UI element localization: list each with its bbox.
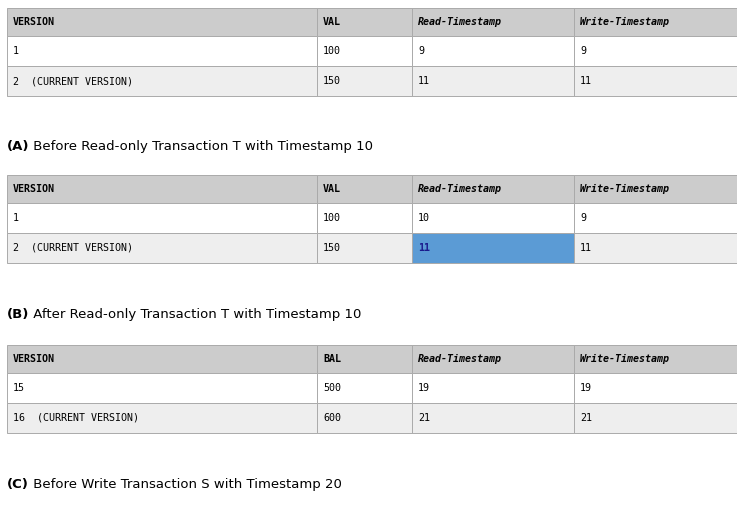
Text: 11: 11	[580, 243, 592, 253]
Bar	[317, 403, 412, 433]
Bar	[574, 36, 737, 66]
Text: 9: 9	[580, 46, 586, 56]
Bar	[317, 36, 412, 66]
Bar	[7, 8, 317, 36]
Bar	[7, 66, 317, 96]
Bar	[574, 233, 737, 263]
Text: Read-Timestamp: Read-Timestamp	[418, 17, 502, 27]
Text: 1: 1	[13, 46, 19, 56]
Text: 100: 100	[323, 213, 341, 223]
Text: (B): (B)	[7, 308, 29, 321]
Bar	[412, 203, 574, 233]
Text: 15: 15	[13, 383, 25, 393]
Bar	[574, 403, 737, 433]
Text: 150: 150	[323, 243, 341, 253]
Bar	[7, 203, 317, 233]
Text: (A): (A)	[7, 140, 29, 153]
Text: 100: 100	[323, 46, 341, 56]
Text: VERSION: VERSION	[13, 17, 55, 27]
Bar	[7, 403, 317, 433]
Text: 1: 1	[13, 213, 19, 223]
Text: VERSION: VERSION	[13, 184, 55, 194]
Text: Read-Timestamp: Read-Timestamp	[418, 354, 502, 364]
Text: VAL: VAL	[323, 17, 341, 27]
Text: 21: 21	[418, 413, 430, 423]
Bar	[412, 175, 574, 203]
Bar	[574, 66, 737, 96]
Text: Before Read-only Transaction T with Timestamp 10: Before Read-only Transaction T with Time…	[29, 140, 373, 153]
Text: 2  (CURRENT VERSION): 2 (CURRENT VERSION)	[13, 243, 133, 253]
Bar	[7, 233, 317, 263]
Bar	[412, 373, 574, 403]
Bar	[317, 8, 412, 36]
Bar	[574, 175, 737, 203]
Bar	[317, 373, 412, 403]
Bar	[317, 233, 412, 263]
Text: BAL: BAL	[323, 354, 341, 364]
Text: 21: 21	[580, 413, 592, 423]
Bar	[7, 175, 317, 203]
Text: VAL: VAL	[323, 184, 341, 194]
Text: 16  (CURRENT VERSION): 16 (CURRENT VERSION)	[13, 413, 139, 423]
Text: Write-Timestamp: Write-Timestamp	[580, 184, 670, 194]
Text: 19: 19	[418, 383, 430, 393]
Text: Write-Timestamp: Write-Timestamp	[580, 17, 670, 27]
Bar	[317, 203, 412, 233]
Bar	[412, 8, 574, 36]
Bar	[7, 345, 317, 373]
Bar	[7, 36, 317, 66]
Text: 9: 9	[418, 46, 424, 56]
Bar	[412, 233, 574, 263]
Text: (C): (C)	[7, 478, 29, 491]
Text: 19: 19	[580, 383, 592, 393]
Bar	[317, 345, 412, 373]
Bar	[412, 66, 574, 96]
Bar	[574, 373, 737, 403]
Text: 2  (CURRENT VERSION): 2 (CURRENT VERSION)	[13, 76, 133, 86]
Text: 11: 11	[418, 76, 430, 86]
Bar	[574, 345, 737, 373]
Bar	[412, 36, 574, 66]
Text: 11: 11	[580, 76, 592, 86]
Text: Read-Timestamp: Read-Timestamp	[418, 184, 502, 194]
Text: After Read-only Transaction T with Timestamp 10: After Read-only Transaction T with Times…	[29, 308, 361, 321]
Bar	[574, 203, 737, 233]
Text: 11: 11	[418, 243, 430, 253]
Bar	[412, 403, 574, 433]
Bar	[7, 373, 317, 403]
Text: 10: 10	[418, 213, 430, 223]
Text: VERSION: VERSION	[13, 354, 55, 364]
Text: 9: 9	[580, 213, 586, 223]
Bar	[317, 175, 412, 203]
Bar	[317, 66, 412, 96]
Text: 600: 600	[323, 413, 341, 423]
Text: Before Write Transaction S with Timestamp 20: Before Write Transaction S with Timestam…	[29, 478, 342, 491]
Text: 500: 500	[323, 383, 341, 393]
Text: 150: 150	[323, 76, 341, 86]
Bar	[574, 8, 737, 36]
Text: Write-Timestamp: Write-Timestamp	[580, 354, 670, 364]
Bar	[412, 345, 574, 373]
